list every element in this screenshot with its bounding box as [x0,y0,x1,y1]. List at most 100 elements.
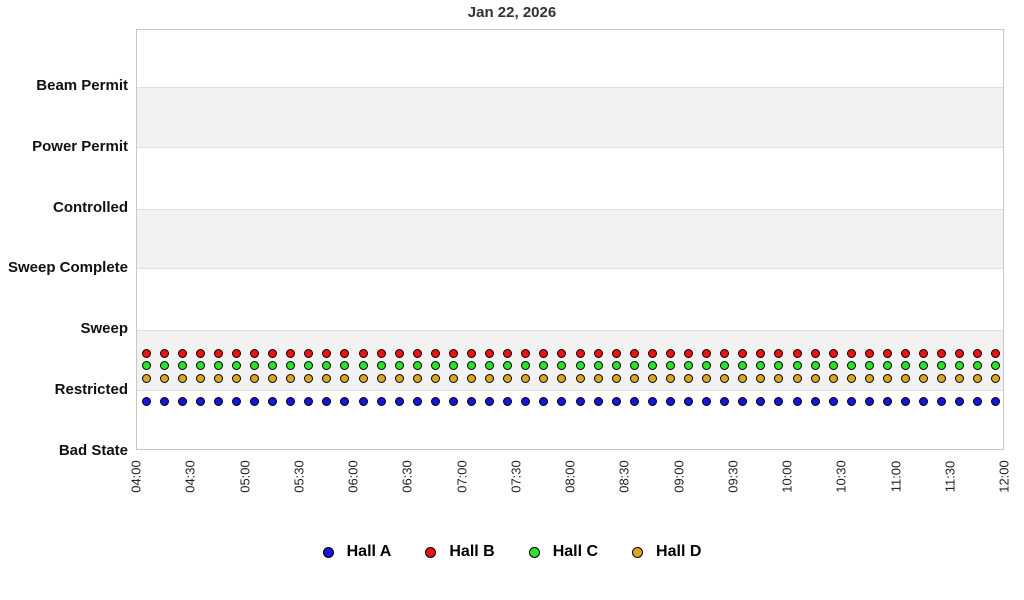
data-point-hall-d [304,373,314,383]
data-point-hall-b [702,348,712,358]
data-point-hall-b [991,348,1001,358]
data-point-hall-d [340,373,350,383]
legend-label: Hall C [552,543,599,560]
chart-title: Jan 22, 2026 [467,4,557,21]
data-point-hall-a [448,397,458,407]
data-point-hall-b [919,348,929,358]
data-point-hall-c [684,360,694,370]
x-axis-tick-label: 06:30 [399,460,415,493]
data-point-hall-a [231,397,241,407]
data-point-hall-a [882,397,892,407]
data-point-hall-d [521,373,531,383]
data-point-hall-b [358,348,368,358]
data-point-hall-b [575,348,585,358]
data-point-hall-a [268,397,278,407]
data-point-hall-b [304,348,314,358]
x-axis-tick-label: 10:30 [833,460,849,493]
data-point-hall-c [539,360,549,370]
data-point-hall-c [720,360,730,370]
data-point-hall-d [159,373,169,383]
legend-item-hall-c[interactable]: Hall C [528,543,599,561]
data-point-hall-a [503,397,513,407]
data-point-hall-d [774,373,784,383]
data-point-hall-a [250,397,260,407]
data-point-hall-a [159,397,169,407]
y-axis-label: Sweep [80,320,128,338]
data-point-hall-d [828,373,838,383]
x-axis-tick-label: 09:30 [725,460,741,493]
data-point-hall-c [412,360,422,370]
data-point-hall-d [575,373,585,383]
category-band [137,208,1003,270]
plot-area [136,29,1004,450]
data-point-hall-a [467,397,477,407]
data-point-hall-d [539,373,549,383]
data-point-hall-c [322,360,332,370]
data-point-hall-a [340,397,350,407]
data-point-hall-a [702,397,712,407]
data-point-hall-b [738,348,748,358]
data-point-hall-a [955,397,965,407]
data-point-hall-c [738,360,748,370]
data-point-hall-d [901,373,911,383]
data-point-hall-c [864,360,874,370]
data-point-hall-d [756,373,766,383]
data-point-hall-b [684,348,694,358]
data-point-hall-b [231,348,241,358]
data-point-hall-c [901,360,911,370]
data-point-hall-b [629,348,639,358]
data-point-hall-a [792,397,802,407]
data-point-hall-b [756,348,766,358]
data-point-hall-c [756,360,766,370]
data-point-hall-a [539,397,549,407]
data-point-hall-a [593,397,603,407]
data-point-hall-b [973,348,983,358]
data-point-hall-d [919,373,929,383]
data-point-hall-a [937,397,947,407]
data-point-hall-d [448,373,458,383]
data-point-hall-a [412,397,422,407]
legend-item-hall-d[interactable]: Hall D [632,543,701,561]
legend-item-hall-b[interactable]: Hall B [425,543,495,561]
legend-label: Hall A [346,543,392,560]
data-point-hall-b [846,348,856,358]
x-axis-tick-label: 11:00 [888,460,903,493]
data-point-hall-b [268,348,278,358]
legend-item-hall-a[interactable]: Hall A [322,543,392,561]
data-point-hall-c [448,360,458,370]
data-point-hall-b [485,348,495,358]
data-point-hall-a [358,397,368,407]
x-axis-tick-label: 04:00 [128,460,144,493]
legend: Hall A Hall B Hall C Hall D [0,543,1024,561]
data-point-hall-b [394,348,404,358]
data-point-hall-d [702,373,712,383]
data-point-hall-c [485,360,495,370]
data-point-hall-b [141,348,151,358]
data-point-hall-b [665,348,675,358]
data-point-hall-d [394,373,404,383]
data-point-hall-a [684,397,694,407]
data-point-hall-d [322,373,332,383]
data-point-hall-d [376,373,386,383]
data-point-hall-d [412,373,422,383]
data-point-hall-d [810,373,820,383]
data-point-hall-a [629,397,639,407]
x-axis-tick-label: 09:00 [671,460,686,493]
data-point-hall-c [286,360,296,370]
data-point-hall-b [159,348,169,358]
data-point-hall-c [195,360,205,370]
data-point-hall-d [991,373,1001,383]
data-point-hall-b [937,348,947,358]
data-point-hall-b [792,348,802,358]
x-axis-tick-label: 04:30 [182,460,198,493]
data-point-hall-a [304,397,314,407]
data-point-hall-c [973,360,983,370]
data-point-hall-a [720,397,730,407]
data-point-hall-c [430,360,440,370]
data-point-hall-a [901,397,911,407]
data-point-hall-a [973,397,983,407]
data-point-hall-b [557,348,567,358]
data-point-hall-b [195,348,205,358]
data-point-hall-b [322,348,332,358]
data-point-hall-d [629,373,639,383]
